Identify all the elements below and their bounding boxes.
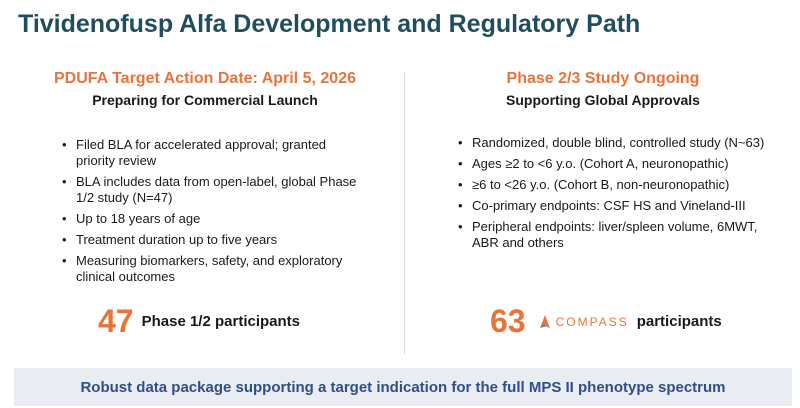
list-item: • Randomized, double blind, controlled st… bbox=[458, 135, 778, 151]
list-item: • ≥6 to <26 y.o. (Cohort B, non-neuronopa… bbox=[458, 177, 778, 193]
bullet-text: Ages ≥2 to <6 y.o. (Cohort A, neuronopat… bbox=[472, 156, 729, 171]
list-item: • Filed BLA for accelerated approval; gra… bbox=[62, 137, 362, 169]
bullet-icon: • bbox=[458, 156, 463, 171]
page-title: Tividenofusp Alfa Development and Regula… bbox=[18, 10, 641, 38]
bullet-icon: • bbox=[458, 198, 463, 213]
list-item: • Measuring biomarkers, safety, and explo… bbox=[62, 253, 362, 285]
column-divider bbox=[404, 72, 405, 354]
left-stat: 47 Phase 1/2 participants bbox=[98, 303, 300, 340]
bullet-text: Randomized, double blind, controlled stu… bbox=[472, 135, 765, 150]
bullet-text: BLA includes data from open-label, globa… bbox=[76, 174, 357, 205]
list-item: • Peripheral endpoints: liver/spleen volu… bbox=[458, 219, 778, 251]
bullet-text: Co-primary endpoints: CSF HS and Vinelan… bbox=[472, 198, 746, 213]
compass-logo-text: COMPASS bbox=[555, 314, 629, 329]
right-bullet-list: • Randomized, double blind, controlled st… bbox=[458, 135, 778, 256]
bullet-text: ≥6 to <26 y.o. (Cohort B, non-neuronopat… bbox=[472, 177, 730, 192]
list-item: • Co-primary endpoints: CSF HS and Vinela… bbox=[458, 198, 778, 214]
participant-label: participants bbox=[636, 313, 722, 330]
participant-count: 47 bbox=[98, 303, 134, 339]
compass-logo-icon bbox=[539, 314, 550, 328]
bullet-icon: • bbox=[458, 177, 463, 192]
left-heading: PDUFA Target Action Date: April 5, 2026 bbox=[54, 70, 356, 87]
right-heading: Phase 2/3 Study Ongoing bbox=[506, 70, 700, 87]
list-item: • Ages ≥2 to <6 y.o. (Cohort A, neuronopa… bbox=[458, 156, 778, 172]
bullet-text: Treatment duration up to five years bbox=[76, 232, 278, 247]
participant-label: Phase 1/2 participants bbox=[141, 313, 300, 330]
bullet-icon: • bbox=[62, 232, 67, 247]
right-column: Phase 2/3 Study Ongoing Supporting Globa… bbox=[418, 70, 788, 339]
summary-banner: Robust data package supporting a target … bbox=[14, 368, 792, 406]
bullet-text: Peripheral endpoints: liver/spleen volum… bbox=[472, 219, 758, 250]
list-item: • BLA includes data from open-label, glob… bbox=[62, 174, 362, 206]
participant-count: 63 bbox=[490, 303, 526, 339]
bullet-text: Filed BLA for accelerated approval; gran… bbox=[76, 137, 327, 168]
bullet-text: Measuring biomarkers, safety, and explor… bbox=[76, 253, 343, 284]
bullet-icon: • bbox=[62, 211, 67, 226]
bullet-icon: • bbox=[62, 174, 67, 189]
bullet-icon: • bbox=[62, 253, 67, 268]
bullet-text: Up to 18 years of age bbox=[76, 211, 201, 226]
compass-logo: COMPASS bbox=[538, 314, 629, 330]
list-item: • Up to 18 years of age bbox=[62, 211, 362, 227]
bullet-icon: • bbox=[458, 219, 463, 234]
list-item: • Treatment duration up to five years bbox=[62, 232, 362, 248]
right-stat: 63 COMPASS participants bbox=[490, 303, 722, 340]
left-subheading: Preparing for Commercial Launch bbox=[92, 92, 318, 108]
right-subheading: Supporting Global Approvals bbox=[506, 92, 700, 108]
left-column: PDUFA Target Action Date: April 5, 2026 … bbox=[20, 70, 390, 339]
left-bullet-list: • Filed BLA for accelerated approval; gra… bbox=[62, 137, 362, 290]
bullet-icon: • bbox=[62, 137, 67, 152]
bullet-icon: • bbox=[458, 135, 463, 150]
